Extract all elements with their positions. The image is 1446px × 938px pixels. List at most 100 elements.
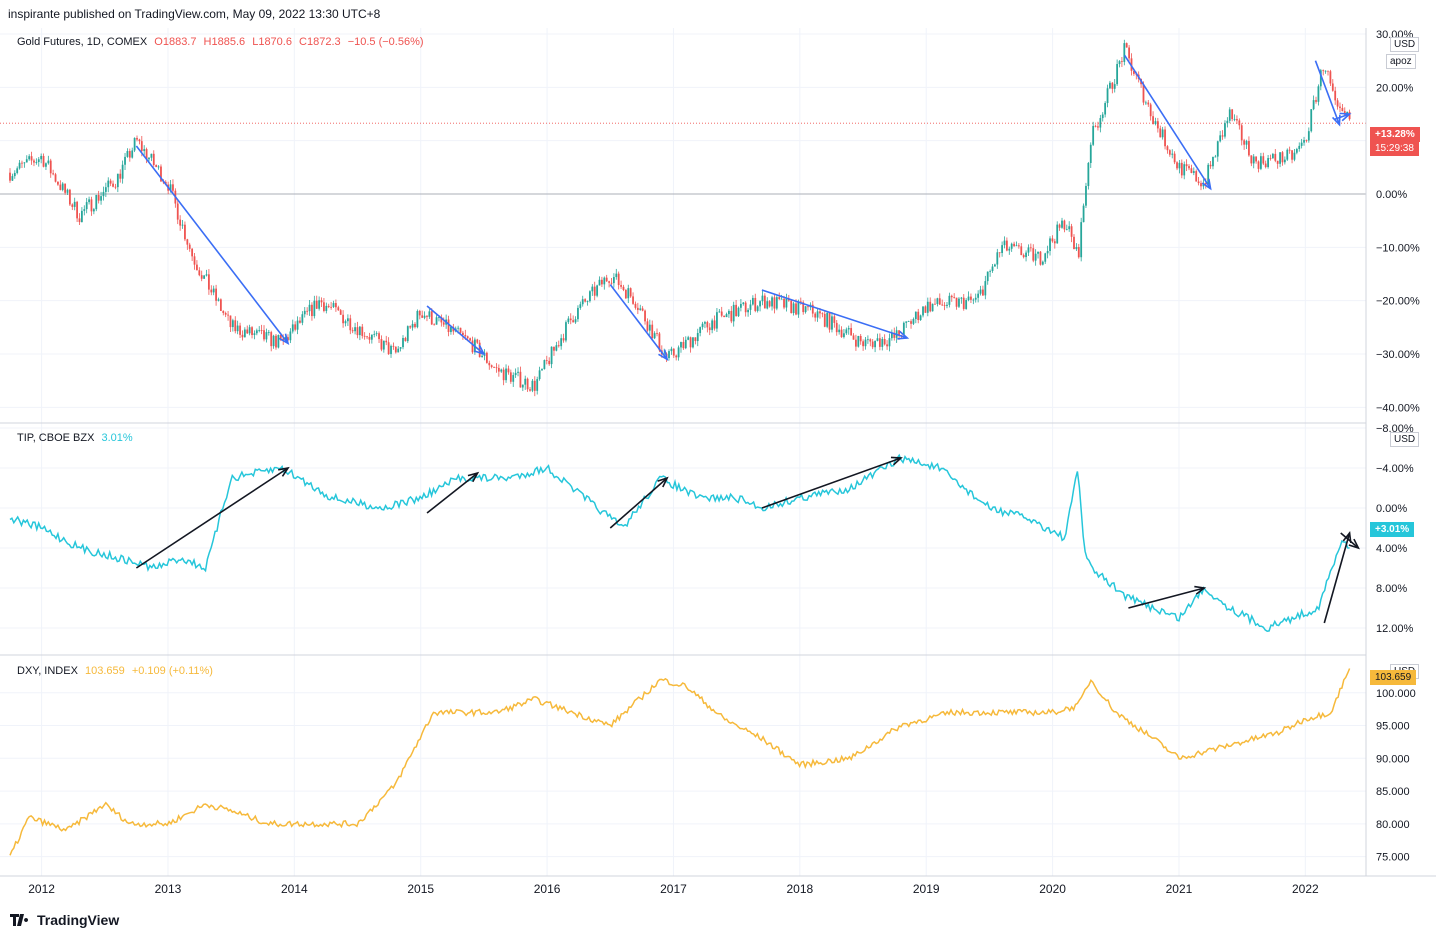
tip-series-line [9, 453, 1350, 632]
gold-candle [1288, 149, 1291, 151]
gold-candle [677, 347, 680, 358]
gold-candle [464, 334, 467, 337]
gold-candle [196, 264, 198, 271]
gold-candle [160, 166, 162, 182]
gold-candle [1291, 150, 1293, 160]
y-tick-label: −20.00% [1376, 296, 1420, 308]
gold-candle [668, 351, 670, 359]
gold-candle [941, 304, 944, 306]
gold-candle [610, 282, 613, 284]
gold-candle [1166, 146, 1169, 151]
gold-candle [497, 367, 500, 372]
gold-candle [761, 295, 764, 302]
gold-candle [567, 318, 570, 323]
gold-candle [826, 312, 829, 327]
gold-candle [428, 311, 431, 317]
gold-candle [1180, 162, 1183, 176]
gold-candle [1037, 251, 1039, 254]
gold-candle [440, 317, 443, 323]
gold-candle [37, 159, 40, 163]
gold-candle [1219, 135, 1222, 142]
gold-title: Gold Futures, 1D, COMEX [17, 36, 148, 48]
gold-candle [109, 180, 112, 184]
gold-candle [713, 320, 716, 329]
gold-candle [1173, 153, 1176, 163]
gold-candle [351, 330, 354, 332]
gold-candle [704, 322, 706, 324]
gold-candle [57, 181, 59, 185]
gold-candle [687, 337, 690, 340]
gold-candle [1001, 245, 1003, 254]
gold-candle [172, 184, 174, 191]
gold-candle [541, 369, 543, 371]
gold-candle [476, 339, 479, 343]
gold-candle [1295, 149, 1298, 153]
gold-candle [270, 332, 273, 347]
tip-last-value-tag: +3.01% [1370, 522, 1415, 537]
gold-candle [593, 286, 596, 296]
gold-candle [500, 369, 503, 372]
gold-candle [545, 360, 548, 361]
gold-candle [92, 209, 95, 212]
gold-candle [73, 201, 76, 207]
gold-candle [313, 300, 316, 317]
scale-mode-button[interactable]: apoz [1386, 54, 1416, 69]
gold-candle [193, 256, 196, 265]
gold-candle [493, 366, 495, 368]
gold-candle [507, 368, 510, 373]
gold-candle [994, 264, 996, 267]
gold-candle [1190, 168, 1193, 173]
tip-currency-button[interactable]: USD [1390, 432, 1420, 447]
gold-candle [859, 335, 862, 342]
gold-candle [833, 316, 836, 323]
gold-candle [284, 337, 287, 341]
gold-candle [531, 380, 534, 391]
tradingview-logo[interactable]: TradingView [10, 912, 119, 928]
gold-candle [104, 187, 107, 192]
gold-candle [615, 273, 618, 278]
gold-candle [1200, 183, 1202, 187]
gold-candle [138, 139, 141, 142]
gold-candle [370, 334, 373, 340]
gold-currency-button[interactable]: USD [1390, 37, 1420, 52]
chart-area[interactable]: 2012 2013 2014 2015 2016 2017 2018 2019 2020 2021… [0, 28, 1446, 908]
gold-candle [258, 330, 261, 331]
gold-candle [1029, 247, 1032, 249]
gold-candle [203, 275, 206, 279]
tip-trend-arrow-head [1194, 585, 1207, 595]
tip-line [9, 453, 1350, 632]
gold-candle [1128, 47, 1131, 59]
gold-candle [1252, 156, 1255, 164]
gold-low: L1870.6 [252, 36, 292, 48]
y-tick-label: −40.00% [1376, 402, 1420, 414]
gold-candle [1286, 149, 1289, 160]
gold-candle [339, 310, 342, 315]
gold-candle [219, 299, 222, 311]
gold-candle [555, 345, 558, 351]
gold-candle [754, 297, 757, 311]
gold-candle [548, 360, 551, 365]
gold-candle [878, 338, 881, 347]
y-tick-label: 8.00% [1376, 583, 1407, 595]
gold-candle [1073, 236, 1075, 250]
gold-candle [747, 309, 749, 313]
tip-trend-arrow-head [278, 466, 290, 477]
gold-candle [684, 339, 687, 349]
gold-candle [1058, 224, 1061, 228]
gold-candle [598, 279, 601, 286]
gold-candle [315, 300, 318, 309]
gold-candle [239, 325, 241, 335]
gold-downtrend-arrow-head [897, 330, 910, 340]
gold-candle [780, 298, 783, 300]
y-tick-label: 100.000 [1376, 688, 1416, 700]
gold-downtrend-arrow [1123, 54, 1212, 190]
gold-candle [512, 375, 515, 382]
gold-candle [287, 337, 289, 341]
gold-candle [1310, 109, 1313, 132]
gold-candle [869, 339, 872, 342]
grid-lines [0, 28, 1366, 876]
gold-candle [255, 330, 258, 334]
gold-candle [1032, 248, 1035, 261]
gold-candle [1065, 229, 1068, 231]
gold-candle [756, 306, 759, 311]
